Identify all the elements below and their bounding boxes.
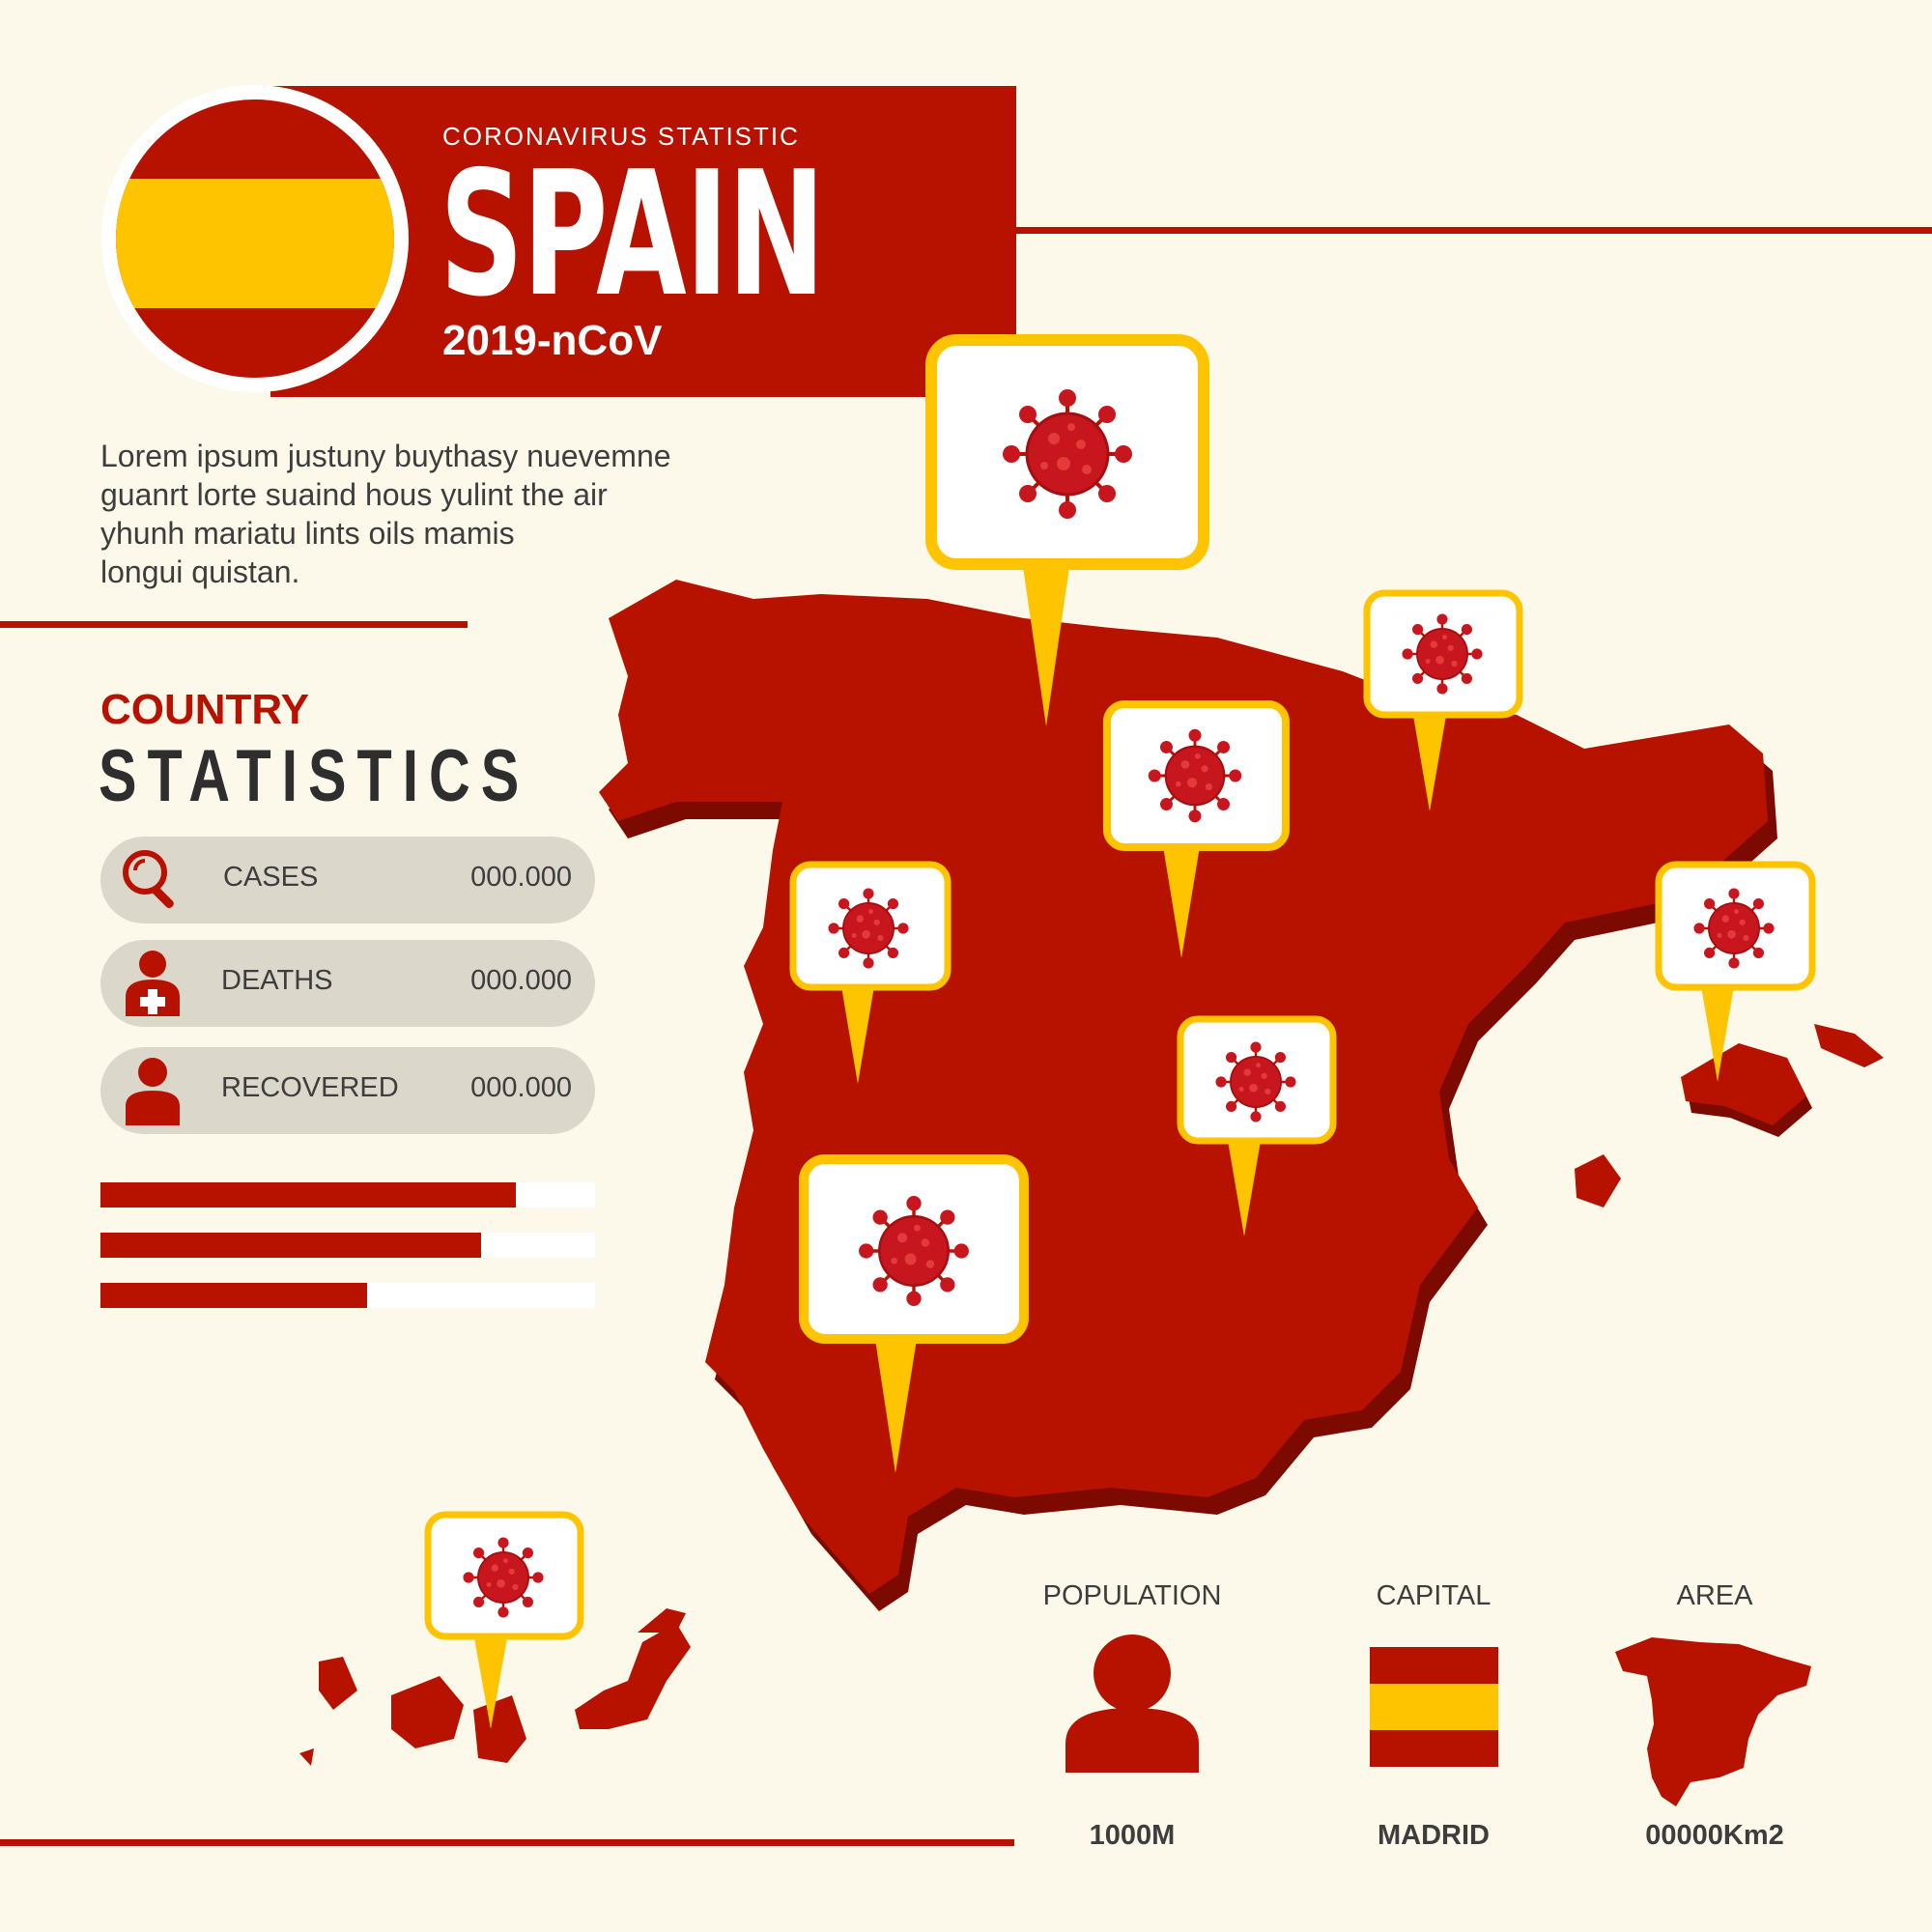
header-subtitle: CORONAVIRUS STATISTIC (442, 122, 800, 151)
population-person-icon (1065, 1634, 1199, 1773)
magnifier-icon (123, 850, 174, 909)
bottom-divider-line (0, 1839, 1014, 1846)
stat-label: RECOVERED (221, 1072, 399, 1103)
virus-icon (1692, 887, 1776, 970)
description-text: Lorem ipsum justuny buythasy nuevemne gu… (100, 437, 796, 591)
stat-bar (100, 1233, 595, 1258)
spain-map-icon (1615, 1637, 1811, 1806)
balearic-island (1575, 1154, 1621, 1208)
virus-marker[interactable] (1103, 700, 1290, 958)
statistics-heading-top: COUNTRY (100, 686, 309, 733)
flag-icon (1370, 1647, 1498, 1767)
capital-label: CAPITAL (1376, 1580, 1492, 1611)
stat-value: 000.000 (470, 1072, 572, 1103)
virus-code: 2019-nCoV (442, 317, 663, 364)
person-icon (126, 1058, 180, 1125)
virus-icon (1401, 612, 1484, 696)
population-value: 1000M (1089, 1820, 1176, 1851)
virus-marker[interactable] (789, 861, 952, 1084)
virus-icon (1001, 387, 1134, 521)
stat-row-recovered: RECOVERED 000.000 (100, 1047, 595, 1134)
canary-island (319, 1657, 357, 1710)
virus-marker[interactable] (925, 334, 1209, 726)
stat-bar (100, 1182, 595, 1208)
stat-value: 000.000 (470, 862, 572, 893)
virus-icon (1214, 1040, 1297, 1123)
area-label: AREA (1676, 1580, 1753, 1611)
country-title: SPAIN (440, 134, 825, 334)
virus-icon (857, 1194, 971, 1308)
capital-value: MADRID (1378, 1820, 1490, 1851)
virus-marker[interactable] (1363, 589, 1523, 811)
area-value: 00000Km2 (1645, 1820, 1784, 1851)
canary-island (391, 1676, 464, 1748)
stat-value: 000.000 (470, 965, 572, 996)
stat-label: CASES (223, 862, 319, 893)
header-divider-line (1016, 227, 1932, 234)
canary-island (575, 1623, 691, 1729)
spain-flag-icon (116, 99, 394, 378)
canary-island (473, 1695, 526, 1763)
virus-icon (827, 887, 910, 970)
virus-icon (462, 1536, 545, 1619)
stat-row-cases: CASES 000.000 (100, 837, 595, 923)
statistics-heading-bottom: STATISTICS (99, 735, 530, 817)
canary-island (299, 1748, 314, 1766)
stat-bar-fill (100, 1233, 482, 1258)
balearic-island (1681, 1043, 1806, 1125)
balearic-island (1814, 1024, 1884, 1067)
description-line: Lorem ipsum justuny buythasy nuevemne (100, 439, 671, 473)
stat-bar (100, 1283, 595, 1308)
description-line: longui quistan. (100, 554, 300, 589)
virus-marker[interactable] (1655, 861, 1816, 1082)
virus-marker[interactable] (424, 1511, 584, 1729)
stat-label: DEATHS (221, 965, 333, 996)
canary-island (638, 1608, 686, 1633)
section-divider-line (0, 621, 468, 628)
description-line: guanrt lorte suaind hous yulint the air (100, 477, 608, 512)
stat-row-deaths: DEATHS 000.000 (100, 940, 595, 1027)
stat-bar-fill (100, 1182, 517, 1208)
virus-marker[interactable] (1177, 1015, 1337, 1236)
virus-marker[interactable] (799, 1154, 1029, 1473)
population-label: POPULATION (1042, 1580, 1222, 1611)
medical-person-icon (126, 951, 180, 1016)
virus-icon (1147, 727, 1243, 824)
stat-bar-fill (100, 1283, 368, 1308)
description-line: yhunh mariatu lints oils mamis (100, 516, 515, 551)
